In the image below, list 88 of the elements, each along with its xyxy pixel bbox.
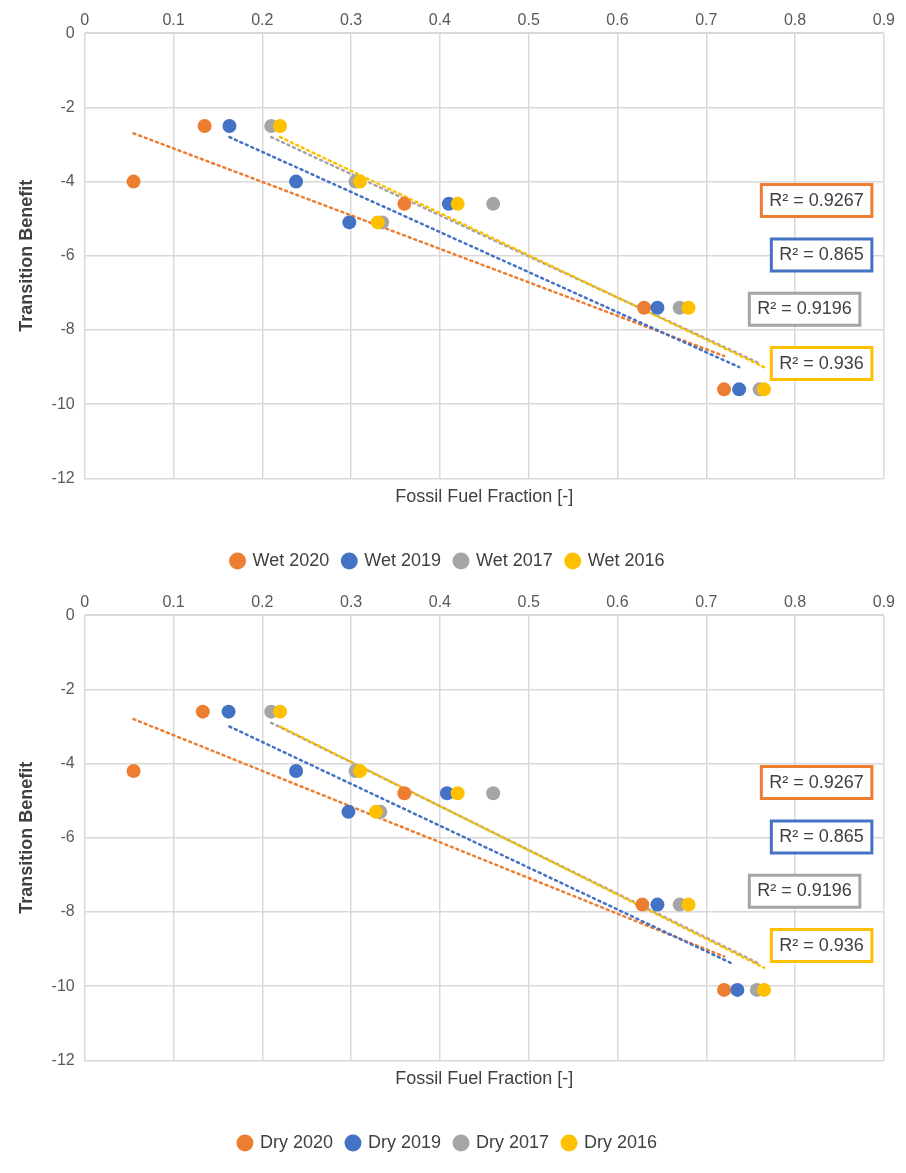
point	[650, 897, 665, 912]
point	[681, 897, 696, 912]
y-tick-label: -4	[60, 172, 75, 190]
legend-label: Wet 2016	[587, 549, 665, 570]
x-tick-label: 0.1	[162, 593, 185, 611]
x-axis-title: Fossil Fuel Fraction [-]	[395, 486, 574, 507]
point	[486, 786, 501, 801]
x-tick-label: 0.8	[783, 593, 807, 611]
annotation: R² = 0.9267	[769, 771, 864, 792]
legend-label: Wet 2020	[252, 549, 330, 570]
x-tick-label: 0.9	[872, 11, 896, 29]
x-tick-label: 0.6	[606, 11, 629, 29]
x-tick-label: 0.4	[428, 11, 452, 29]
x-tick-label: 0.4	[428, 593, 452, 611]
legend-label: Dry 2020	[259, 1131, 333, 1152]
x-tick-label: 0.7	[695, 11, 718, 29]
y-axis-title: Transition Benefit	[15, 179, 36, 332]
annotation: R² = 0.865	[779, 825, 864, 846]
legend-label: Dry 2017	[476, 1131, 550, 1152]
point	[397, 786, 412, 801]
point	[730, 982, 745, 997]
point	[197, 118, 212, 133]
point	[732, 382, 747, 397]
x-tick-label: 0	[80, 11, 90, 29]
point	[342, 215, 357, 230]
point	[370, 215, 385, 230]
y-tick-label: -12	[51, 468, 75, 486]
y-tick-label: -10	[51, 976, 75, 994]
x-tick-label: 0.5	[517, 593, 540, 611]
annotation: R² = 0.9196	[757, 880, 852, 901]
point	[352, 764, 367, 779]
point	[273, 704, 288, 719]
annotation: R² = 0.936	[779, 934, 864, 955]
y-axis-title: Transition Benefit	[15, 761, 36, 914]
y-tick-label: -2	[60, 679, 75, 697]
legend-label: Dry 2016	[584, 1131, 658, 1152]
y-tick-label: 0	[65, 605, 75, 623]
annotation: R² = 0.9196	[757, 298, 852, 319]
y-tick-label: -10	[51, 394, 75, 412]
legend-label: Dry 2019	[367, 1131, 442, 1152]
x-tick-label: 0.5	[517, 11, 540, 29]
y-tick-label: -8	[60, 320, 75, 338]
y-tick-label: -12	[51, 1050, 75, 1068]
x-tick-label: 0.2	[251, 593, 274, 611]
point	[221, 704, 236, 719]
x-axis-title: Fossil Fuel Fraction [-]	[395, 1068, 574, 1089]
x-tick-label: 0.7	[695, 593, 718, 611]
point	[289, 174, 304, 189]
y-tick-label: -4	[60, 754, 75, 772]
y-tick-label: -2	[60, 97, 75, 115]
point	[126, 764, 141, 779]
x-tick-label: 0	[80, 593, 90, 611]
y-tick-label: 0	[65, 23, 75, 41]
x-tick-label: 0.1	[162, 11, 185, 29]
y-tick-label: -8	[60, 902, 75, 920]
annotation: R² = 0.9267	[769, 189, 864, 210]
point	[757, 382, 772, 397]
point	[635, 897, 650, 912]
point	[273, 118, 288, 133]
point	[650, 300, 665, 315]
point	[341, 804, 356, 819]
legend-label: Wet 2017	[476, 549, 553, 570]
point	[681, 300, 696, 315]
point	[126, 174, 141, 189]
point	[450, 196, 465, 211]
x-tick-label: 0.8	[783, 11, 807, 29]
x-tick-label: 0.2	[251, 11, 274, 29]
x-tick-label: 0.3	[339, 593, 363, 611]
annotation: R² = 0.936	[779, 352, 864, 373]
annotation: R² = 0.865	[779, 243, 864, 264]
point	[368, 804, 383, 819]
point	[717, 982, 732, 997]
point	[195, 704, 210, 719]
legend-label: Wet 2019	[364, 549, 442, 570]
x-tick-label: 0.3	[339, 11, 363, 29]
point	[757, 982, 772, 997]
y-tick-label: -6	[60, 828, 75, 846]
point	[717, 382, 732, 397]
point	[289, 764, 304, 779]
point	[450, 786, 465, 801]
point	[637, 300, 652, 315]
x-tick-label: 0.6	[606, 593, 629, 611]
point	[222, 118, 237, 133]
point	[352, 174, 367, 189]
point	[397, 196, 412, 211]
point	[486, 196, 501, 211]
x-tick-label: 0.9	[872, 593, 896, 611]
y-tick-label: -6	[60, 246, 75, 264]
